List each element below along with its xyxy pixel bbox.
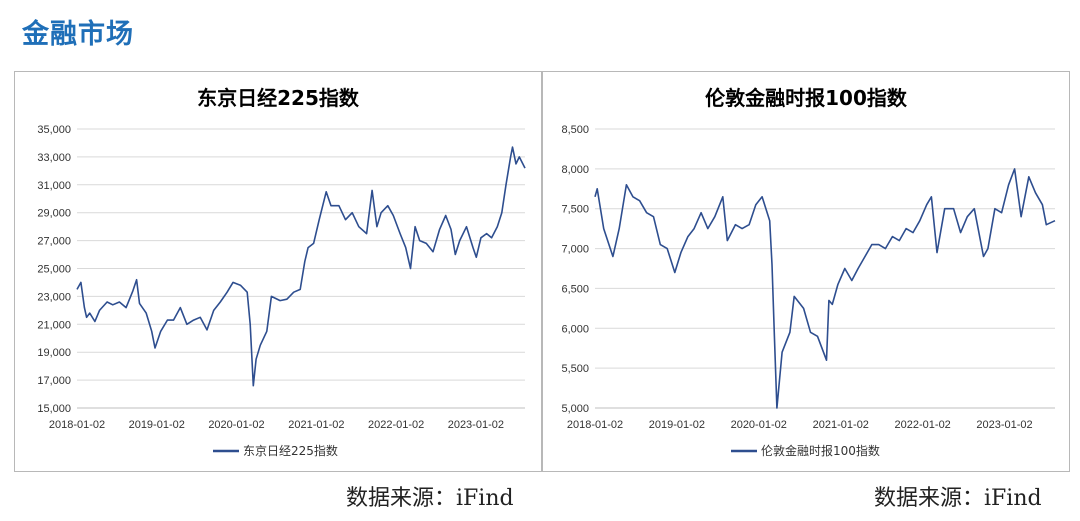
x-tick-label: 2018-01-02 (49, 419, 105, 431)
y-tick-label: 7,000 (561, 244, 589, 256)
nikkei-chart: 东京日经225指数 15,000 17,000 19,000 21,000 23,000 2… (37, 86, 526, 458)
x-tick-label: 2021-01-02 (813, 419, 869, 431)
chart-title: 伦敦金融时报100指数 (705, 86, 908, 110)
y-tick-label: 8,000 (561, 164, 589, 176)
x-tick-label: 2019-01-02 (649, 419, 705, 431)
y-tick-label: 7,500 (561, 204, 589, 216)
x-tick-label: 2020-01-02 (208, 419, 264, 431)
y-tick-label: 31,000 (37, 180, 71, 192)
x-tick-label: 2018-01-02 (567, 419, 623, 431)
y-tick-label: 27,000 (37, 236, 71, 248)
y-tick-label: 29,000 (37, 208, 71, 220)
x-tick-label: 2023-01-02 (976, 419, 1032, 431)
page-title: 金融市场 (22, 19, 134, 50)
chart-panel-ftse: 伦敦金融时报100指数 5,000 5,500 6,000 6,500 7,000 7,50… (542, 71, 1070, 472)
y-tick-label: 5,000 (561, 403, 589, 415)
y-tick-label: 23,000 (37, 291, 71, 303)
source-label-right: 数据来源：iFind (874, 486, 1042, 511)
y-tick-label: 5,500 (561, 363, 589, 375)
y-tick-label: 6,500 (561, 283, 589, 295)
x-tick-label: 2021-01-02 (288, 419, 344, 431)
y-tick-label: 8,500 (561, 124, 589, 136)
y-tick-label: 17,000 (37, 375, 71, 387)
y-tick-label: 33,000 (37, 152, 71, 164)
y-tick-label: 6,000 (561, 323, 589, 335)
y-tick-label: 21,000 (37, 319, 71, 331)
x-tick-label: 2020-01-02 (731, 419, 787, 431)
x-tick-label: 2022-01-02 (895, 419, 951, 431)
y-tick-label: 19,000 (37, 347, 71, 359)
ftse-chart: 伦敦金融时报100指数 5,000 5,500 6,000 6,500 7,000 7,50… (561, 86, 1056, 458)
x-tick-label: 2019-01-02 (129, 419, 185, 431)
chart-panel-nikkei: 东京日经225指数 15,000 17,000 19,000 21,000 23,000 2… (14, 71, 542, 472)
series-line (594, 168, 1056, 409)
legend-label: 东京日经225指数 (243, 443, 338, 458)
y-tick-label: 35,000 (37, 124, 71, 136)
y-tick-label: 15,000 (37, 403, 71, 415)
chart-title: 东京日经225指数 (197, 86, 360, 110)
legend-label: 伦敦金融时报100指数 (761, 443, 880, 458)
x-tick-label: 2022-01-02 (368, 419, 424, 431)
x-tick-label: 2023-01-02 (448, 419, 504, 431)
series-line (76, 146, 526, 387)
source-label-left: 数据来源：iFind (346, 486, 514, 511)
y-tick-label: 25,000 (37, 264, 71, 276)
